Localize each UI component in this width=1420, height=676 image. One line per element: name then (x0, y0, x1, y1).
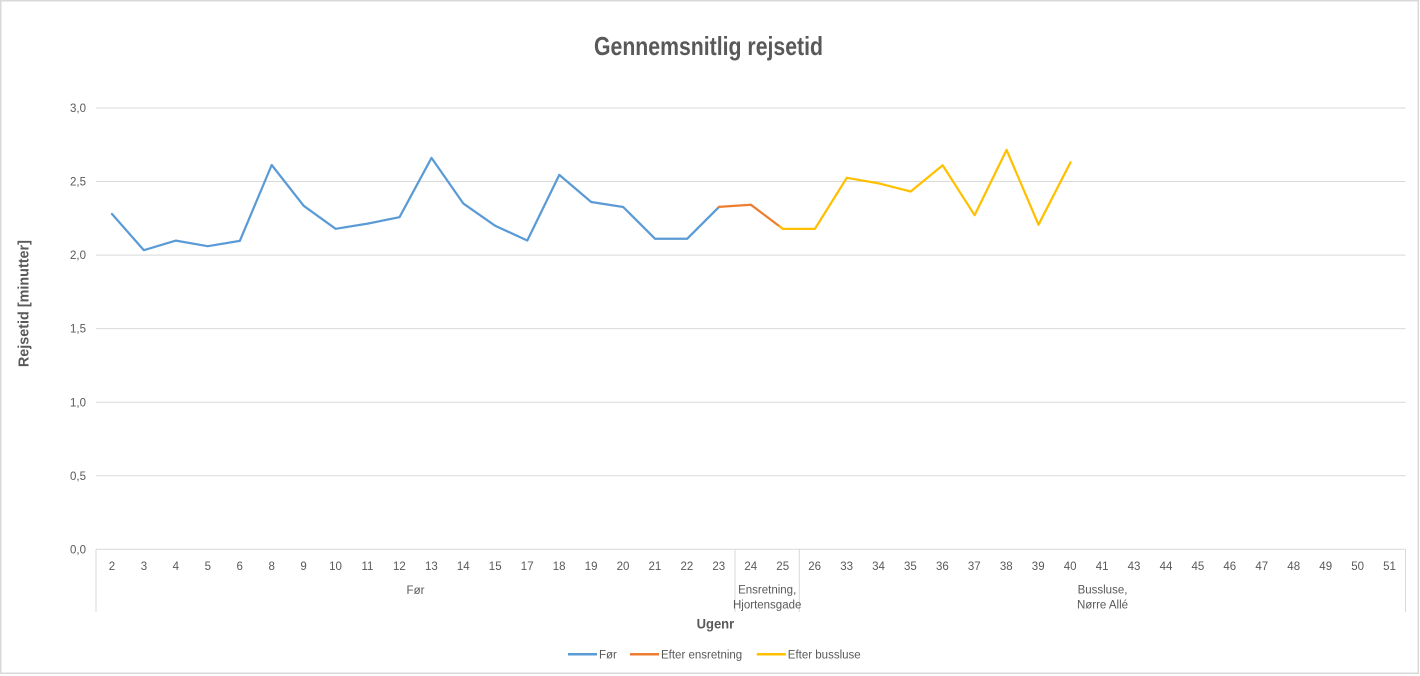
svg-text:45: 45 (1192, 561, 1205, 573)
svg-text:Før: Før (407, 585, 425, 597)
svg-text:51: 51 (1383, 561, 1396, 573)
svg-text:Nørre Allé: Nørre Allé (1077, 600, 1128, 612)
svg-text:10: 10 (329, 561, 342, 573)
svg-text:34: 34 (872, 561, 885, 573)
svg-text:36: 36 (936, 561, 949, 573)
svg-text:24: 24 (744, 561, 757, 573)
svg-text:22: 22 (681, 561, 694, 573)
svg-text:19: 19 (585, 561, 598, 573)
svg-text:5: 5 (205, 561, 211, 573)
svg-text:Efter bussluse: Efter bussluse (788, 649, 861, 661)
svg-text:1,5: 1,5 (70, 324, 86, 336)
svg-text:17: 17 (521, 561, 534, 573)
svg-text:23: 23 (712, 561, 725, 573)
svg-text:43: 43 (1128, 561, 1141, 573)
svg-text:8: 8 (268, 561, 274, 573)
svg-text:38: 38 (1000, 561, 1013, 573)
svg-text:26: 26 (808, 561, 821, 573)
svg-text:35: 35 (904, 561, 917, 573)
svg-text:39: 39 (1032, 561, 1045, 573)
svg-text:40: 40 (1064, 561, 1077, 573)
svg-text:Ensretning,: Ensretning, (738, 585, 796, 597)
svg-text:20: 20 (617, 561, 630, 573)
svg-text:46: 46 (1223, 561, 1236, 573)
svg-text:47: 47 (1255, 561, 1268, 573)
svg-text:18: 18 (553, 561, 566, 573)
svg-text:37: 37 (968, 561, 981, 573)
svg-text:14: 14 (457, 561, 470, 573)
svg-text:13: 13 (425, 561, 438, 573)
svg-text:3,0: 3,0 (70, 103, 86, 115)
svg-text:2: 2 (109, 561, 115, 573)
svg-text:Gennemsnitlig rejsetid: Gennemsnitlig rejsetid (594, 31, 823, 61)
svg-text:Bussluse,: Bussluse, (1078, 585, 1128, 597)
svg-text:48: 48 (1287, 561, 1300, 573)
svg-text:11: 11 (362, 561, 374, 573)
svg-text:Hjortensgade: Hjortensgade (733, 600, 801, 612)
svg-text:6: 6 (236, 561, 242, 573)
svg-text:0,0: 0,0 (70, 544, 86, 556)
svg-text:Før: Før (599, 649, 617, 661)
svg-text:4: 4 (173, 561, 180, 573)
svg-text:44: 44 (1160, 561, 1173, 573)
svg-text:Rejsetid [minutter]: Rejsetid [minutter] (17, 240, 33, 367)
svg-text:21: 21 (649, 561, 662, 573)
svg-text:33: 33 (840, 561, 853, 573)
svg-text:0,5: 0,5 (70, 471, 86, 483)
svg-text:Ugenr: Ugenr (697, 615, 735, 631)
svg-text:41: 41 (1096, 561, 1109, 573)
svg-text:15: 15 (489, 561, 502, 573)
svg-text:9: 9 (300, 561, 306, 573)
svg-text:Efter ensretning: Efter ensretning (661, 649, 742, 661)
svg-text:25: 25 (776, 561, 789, 573)
svg-text:50: 50 (1351, 561, 1364, 573)
svg-text:49: 49 (1319, 561, 1332, 573)
svg-text:12: 12 (393, 561, 406, 573)
svg-text:2,0: 2,0 (70, 250, 86, 262)
svg-text:3: 3 (141, 561, 147, 573)
svg-text:1,0: 1,0 (70, 397, 86, 409)
svg-text:2,5: 2,5 (70, 177, 86, 189)
